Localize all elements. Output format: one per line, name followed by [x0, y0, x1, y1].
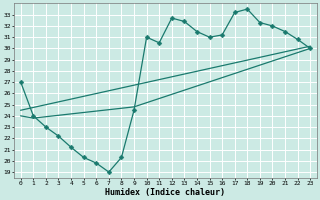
- X-axis label: Humidex (Indice chaleur): Humidex (Indice chaleur): [106, 188, 226, 197]
